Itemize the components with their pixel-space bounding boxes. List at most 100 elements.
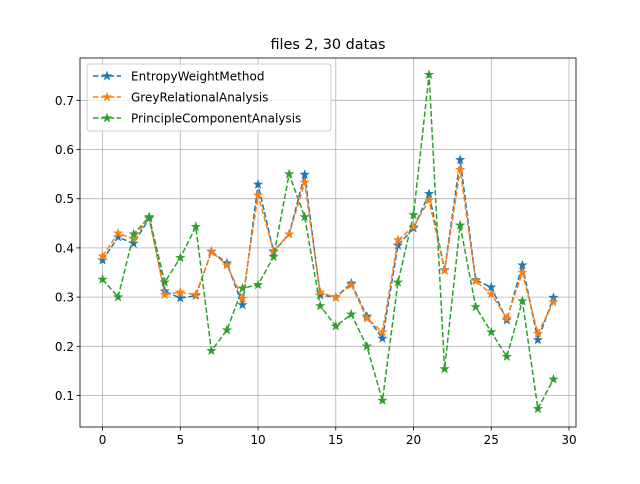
- x-tick-label: 15: [328, 433, 343, 447]
- data-point: [112, 291, 124, 302]
- data-point: [470, 301, 481, 312]
- data-point: [392, 234, 404, 245]
- data-point: [190, 289, 201, 300]
- data-point: [361, 340, 373, 351]
- data-point: [144, 211, 155, 222]
- data-point: [221, 259, 233, 270]
- data-point: [128, 228, 139, 239]
- y-tick-label: 0.2: [55, 340, 74, 354]
- data-point: [361, 312, 373, 323]
- legend-marker: [101, 70, 113, 81]
- x-tick-label: 10: [250, 433, 265, 447]
- data-point: [252, 279, 264, 290]
- data-point: [532, 328, 544, 338]
- legend-item: EntropyWeightMethod: [93, 70, 264, 84]
- data-point: [532, 403, 544, 414]
- data-point: [517, 267, 528, 277]
- data-point: [97, 250, 108, 261]
- data-point: [206, 246, 217, 257]
- data-point: [423, 194, 435, 205]
- data-point: [486, 326, 497, 337]
- data-point: [408, 209, 419, 220]
- data-point: [346, 308, 357, 319]
- data-point: [392, 276, 404, 287]
- data-point: [283, 228, 295, 239]
- data-point: [237, 282, 248, 293]
- data-point: [175, 286, 186, 297]
- legend-item: GreyRelationalAnalysis: [93, 91, 268, 105]
- data-point: [315, 289, 326, 300]
- x-tick-label: 30: [561, 433, 576, 447]
- y-tick-label: 0.1: [55, 389, 74, 403]
- data-point: [517, 295, 528, 306]
- legend-marker: [101, 112, 113, 123]
- data-point: [299, 169, 310, 179]
- data-point: [439, 265, 450, 275]
- data-point: [346, 279, 357, 290]
- legend-label: EntropyWeightMethod: [131, 70, 264, 84]
- data-point: [175, 252, 186, 263]
- legend-marker: [101, 91, 113, 102]
- legend-label: PrincipleComponentAnalysis: [131, 112, 301, 126]
- plot-frame: [79, 57, 577, 428]
- y-tick-label: 0.4: [55, 241, 74, 255]
- axis-ticks: 0 5 10 15 20 25 30 0.1 0.2 0.3 0.4 0.5 0.6 0.7: [55, 94, 577, 447]
- data-point: [112, 227, 124, 238]
- data-point: [252, 179, 264, 189]
- data-point: [190, 221, 201, 232]
- data-point: [517, 259, 528, 270]
- data-point: [377, 333, 388, 343]
- data-point: [237, 299, 248, 310]
- y-tick-label: 0.3: [55, 291, 74, 305]
- data-point: [408, 221, 419, 232]
- data-point: [315, 300, 326, 311]
- series-line: [101, 169, 555, 336]
- legend: EntropyWeightMethod GreyRelationalAnalysi…: [86, 63, 332, 132]
- x-tick-label: 5: [176, 433, 184, 447]
- data-point: [470, 275, 481, 286]
- data-point: [455, 164, 466, 175]
- data-point: [128, 233, 139, 244]
- data-point: [501, 351, 512, 362]
- series-line: [101, 74, 555, 412]
- data-point: [128, 238, 139, 248]
- data-point: [423, 69, 435, 80]
- data-point: [206, 345, 217, 356]
- x-tick-label: 25: [484, 433, 499, 447]
- data-point: [221, 324, 233, 335]
- data-point: [159, 276, 170, 287]
- data-point: [377, 395, 388, 405]
- data-point: [455, 219, 466, 230]
- data-point: [252, 189, 264, 200]
- y-tick-label: 0.5: [55, 192, 74, 206]
- data-point: [392, 240, 404, 250]
- data-point: [548, 373, 559, 384]
- data-point: [283, 168, 295, 179]
- data-point: [532, 334, 544, 345]
- legend-box: [86, 63, 332, 132]
- data-point: [455, 154, 466, 165]
- data-point: [159, 289, 170, 300]
- data-point: [330, 292, 341, 302]
- series-layer: [97, 69, 559, 414]
- data-point: [486, 288, 497, 299]
- x-tick-label: 20: [406, 433, 421, 447]
- y-tick-label: 0.6: [55, 143, 74, 157]
- data-point: [268, 251, 279, 262]
- data-point: [439, 363, 450, 374]
- legend-label: GreyRelationalAnalysis: [131, 91, 268, 105]
- data-point: [175, 292, 186, 303]
- legend-item: PrincipleComponentAnalysis: [93, 112, 301, 126]
- data-point: [377, 326, 388, 337]
- data-point: [299, 177, 310, 187]
- data-point: [97, 273, 108, 284]
- data-point: [112, 231, 124, 242]
- data-point: [330, 320, 341, 331]
- data-point: [299, 211, 310, 222]
- data-point: [97, 254, 108, 265]
- series-2: [97, 69, 559, 414]
- data-point: [501, 312, 512, 323]
- x-tick-label: 0: [99, 433, 107, 447]
- y-tick-label: 0.7: [55, 94, 74, 108]
